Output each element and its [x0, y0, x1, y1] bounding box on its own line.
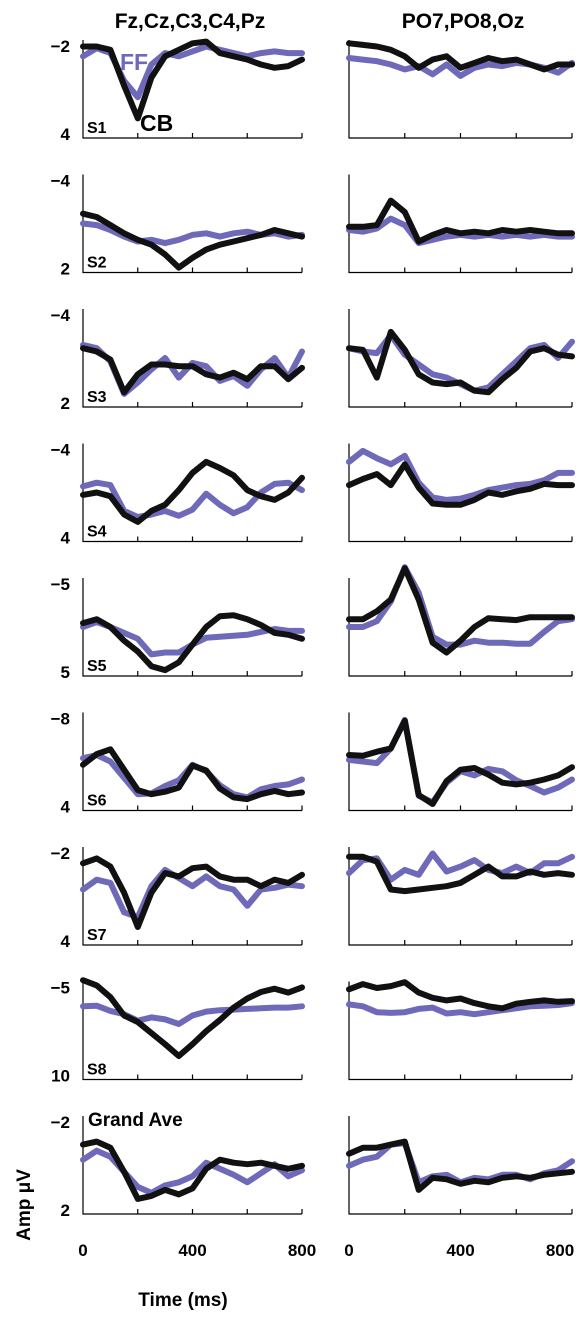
panel-8-right-axes — [348, 981, 572, 1081]
y-tick-label-bottom: 2 — [61, 394, 70, 413]
subject-label: S3 — [87, 389, 107, 406]
panel-7-left-axes — [82, 847, 302, 946]
series-cb-s1-left — [80, 38, 305, 122]
y-tick-label-top: −5 — [51, 979, 70, 998]
series-cb-s6-left — [80, 746, 305, 803]
y-tick-label-bottom: 4 — [61, 125, 71, 144]
y-tick-label-top: −5 — [51, 575, 70, 594]
panel-2-left-axes — [82, 174, 302, 274]
y-axis-label: Amp μV — [14, 1169, 35, 1241]
series-ff-s4-right — [346, 447, 575, 503]
panel-9-left-axes — [82, 1116, 302, 1215]
series-cb-s2-left — [80, 210, 305, 271]
y-tick-label-bottom: 2 — [61, 260, 70, 279]
panel-4-right-axes — [348, 443, 572, 543]
panel-grid: −2 4 S1 −4 2 S2 −4 2 S3 −4 4 S4 −5 5 S5 −8 4 S6 −2 4 S7 −5 10 S… — [51, 37, 575, 1220]
grand-average-label: Grand Ave — [88, 1110, 183, 1131]
x-tick-label: 0 — [344, 1241, 353, 1260]
x-tick-label: 800 — [546, 1241, 574, 1260]
subject-label: S4 — [87, 524, 107, 541]
y-tick-label-top: −8 — [51, 710, 70, 729]
y-tick-label-bottom: 2 — [61, 1201, 70, 1220]
x-axis-ticks: 0 400 800 0 400 800 — [78, 1241, 574, 1260]
column-title-right: PO7,PO8,Oz — [402, 10, 525, 33]
subject-label: S2 — [87, 255, 107, 272]
series-cb-s1-right — [346, 40, 575, 73]
subject-label: S7 — [87, 927, 107, 944]
subject-label: S5 — [87, 658, 107, 675]
series-cb-s7-right — [346, 853, 575, 895]
y-tick-label-top: −2 — [51, 844, 70, 863]
y-tick-label-bottom: 4 — [61, 798, 71, 817]
panel-5-left-axes — [82, 578, 302, 677]
panel-8-left-axes — [82, 981, 302, 1081]
y-tick-label-top: −2 — [51, 1113, 70, 1132]
series-cb-s4-left — [80, 458, 305, 525]
panel-5-right-axes — [348, 578, 572, 677]
x-tick-label: 0 — [78, 1241, 87, 1260]
series-cb-s8-left — [80, 977, 305, 1059]
x-tick-label: 400 — [178, 1241, 206, 1260]
panel-1-right-axes — [348, 40, 572, 139]
y-tick-label-bottom: 4 — [61, 529, 71, 548]
series-cb-s2-right — [346, 197, 575, 245]
panel-1-left-axes — [82, 40, 302, 139]
y-tick-label-top: −2 — [51, 37, 70, 56]
legend-cb-label: CB — [140, 110, 173, 136]
series-cb-s5-left — [80, 612, 305, 674]
series-cb-s4-right — [346, 461, 575, 508]
y-tick-label-top: −4 — [51, 441, 71, 460]
y-tick-label-top: −4 — [51, 306, 71, 325]
x-tick-label: 800 — [288, 1241, 316, 1260]
series-ff-s4-left — [80, 479, 305, 520]
series-cb-s6-right — [346, 717, 575, 807]
panel-2-right-axes — [348, 174, 572, 274]
x-tick-label: 400 — [446, 1241, 474, 1260]
panel-6-right-axes — [348, 712, 572, 812]
series-ff-s7-left — [80, 866, 305, 921]
panel-6-left-axes — [82, 712, 302, 812]
series-ff-s8-right — [346, 1000, 575, 1018]
series-cb-s7-left — [80, 855, 305, 930]
subject-label: S1 — [87, 120, 107, 137]
y-tick-label-top: −4 — [51, 172, 71, 191]
subject-label: S8 — [87, 1062, 107, 1079]
panel-7-right-axes — [348, 847, 572, 946]
series-cb-grand-ave-left — [80, 1138, 305, 1202]
legend-ff-label: FF — [120, 49, 148, 75]
subject-label: S6 — [87, 793, 107, 810]
y-tick-label-bottom: 4 — [61, 932, 71, 951]
series-cb-s8-right — [346, 979, 575, 1012]
series-cb-s5-right — [346, 565, 575, 656]
series-ff-s6-right — [346, 716, 575, 806]
panel-4-left-axes — [82, 443, 302, 543]
series-cb-grand-ave-right — [346, 1138, 575, 1193]
x-axis-label: Time (ms) — [138, 1290, 227, 1311]
panel-9-right-axes — [348, 1116, 572, 1215]
column-title-left: Fz,Cz,C3,C4,Pz — [115, 10, 266, 33]
y-tick-label-bottom: 5 — [61, 663, 70, 682]
panel-3-right-axes — [348, 309, 572, 408]
series-cb-s3-right — [346, 328, 575, 396]
y-tick-label-bottom: 10 — [51, 1067, 70, 1086]
panel-3-left-axes — [82, 309, 302, 408]
series-cb-s3-left — [80, 345, 305, 396]
